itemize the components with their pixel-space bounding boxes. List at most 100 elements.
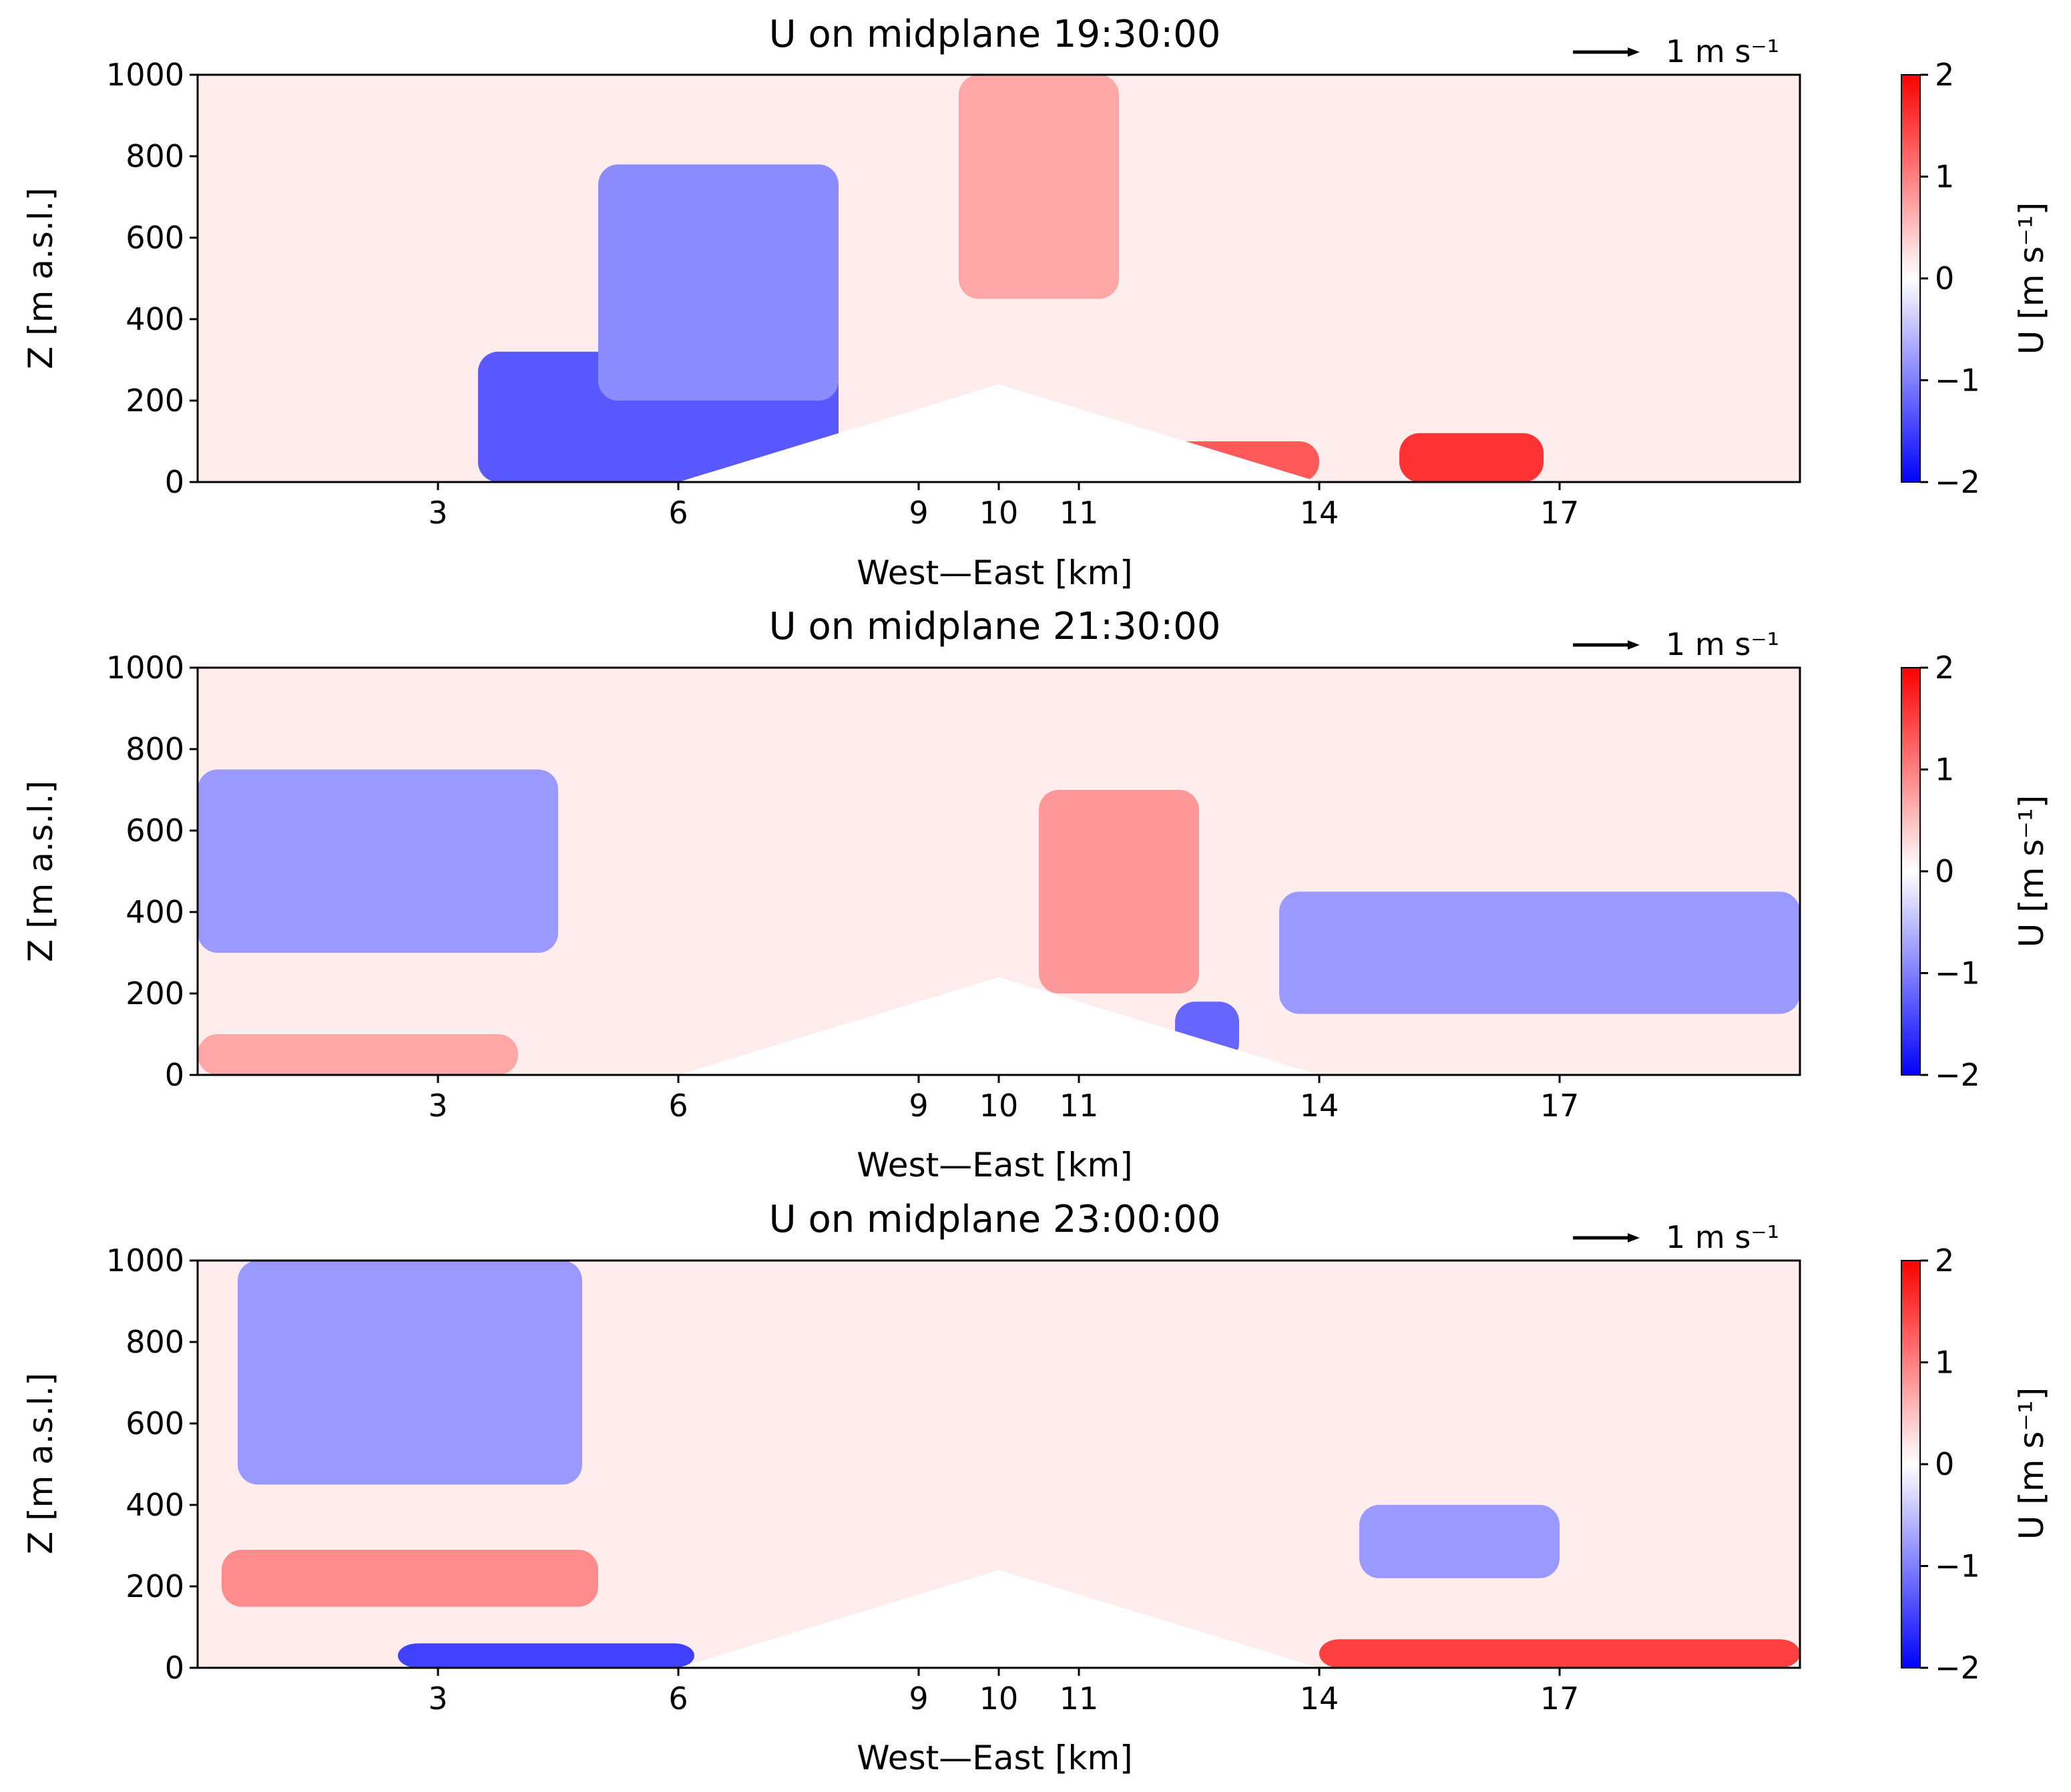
x-tick-label: 6 [668, 495, 688, 531]
quiver-key-arrowhead [1628, 1233, 1640, 1243]
colorbar-tick-label: 2 [1935, 650, 1954, 686]
quiver-key-label: 1 m s⁻¹ [1666, 33, 1779, 69]
x-tick-label: 3 [428, 1088, 447, 1124]
y-tick-label: 1000 [106, 57, 184, 93]
colorbar-tick-label: 1 [1935, 752, 1954, 788]
x-tick-label: 14 [1300, 1681, 1339, 1717]
y-tick-label: 600 [126, 813, 184, 849]
panel-23-00: U on midplane 23:00:00 1 m s⁻¹ 3 6 9 10 11 14… [21, 1198, 2051, 1777]
x-ticks: 3 6 9 10 11 14 17 [428, 1075, 1579, 1124]
x-tick-label: 6 [668, 1681, 688, 1717]
x-axis-label: West—East [km] [857, 1739, 1132, 1777]
y-tick-label: 400 [126, 301, 184, 337]
y-ticks: 0 200 400 600 800 1000 [106, 650, 198, 1093]
colorbar-gradient [1901, 1260, 1921, 1668]
field-region [1039, 790, 1199, 993]
y-tick-label: 0 [165, 1057, 184, 1093]
y-ticks: 0 200 400 600 800 1000 [106, 1243, 198, 1686]
y-tick-label: 1000 [106, 650, 184, 686]
y-tick-label: 800 [126, 731, 184, 767]
terrain [678, 384, 1319, 482]
x-axis-label: West—East [km] [857, 553, 1132, 592]
x-tick-label: 17 [1540, 1088, 1580, 1124]
x-tick-label: 9 [909, 1088, 928, 1124]
field-region [1319, 1639, 1800, 1668]
y-axis-label: Z [m a.s.l.] [21, 188, 60, 369]
y-tick-label: 400 [126, 894, 184, 930]
colorbar-tick-label: 2 [1935, 57, 1954, 93]
quiver-key: 1 m s⁻¹ [1573, 626, 1779, 662]
y-axis-label: Z [m a.s.l.] [21, 780, 60, 962]
colorbar-tick-label: −1 [1935, 363, 1980, 399]
colorbar-gradient [1901, 74, 1921, 483]
y-tick-label: 1000 [106, 1243, 184, 1279]
x-tick-label: 11 [1060, 1681, 1099, 1717]
y-tick-label: 0 [165, 464, 184, 500]
y-tick-label: 800 [126, 1324, 184, 1360]
field-region [198, 1034, 518, 1075]
colorbar-tick-label: 2 [1935, 1243, 1954, 1279]
quiver-key: 1 m s⁻¹ [1573, 1219, 1779, 1255]
panel-title: U on midplane 23:00:00 [769, 1198, 1221, 1241]
x-tick-label: 14 [1300, 495, 1339, 531]
field-region [198, 769, 558, 953]
x-tick-label: 10 [979, 1681, 1019, 1717]
terrain [678, 977, 1319, 1075]
x-tick-label: 3 [428, 1681, 447, 1717]
x-tick-label: 14 [1300, 1088, 1339, 1124]
x-tick-label: 11 [1060, 495, 1099, 531]
terrain [678, 1570, 1319, 1668]
quiver-key-label: 1 m s⁻¹ [1666, 1219, 1779, 1255]
colorbar-tick-label: −1 [1935, 955, 1980, 991]
field-region [1359, 1505, 1560, 1578]
quiver-key-arrowhead [1628, 47, 1640, 57]
x-tick-label: 6 [668, 1088, 688, 1124]
panel-title: U on midplane 19:30:00 [769, 13, 1221, 56]
plot-area [196, 1259, 1801, 1669]
field-region [959, 75, 1119, 299]
plot-area [196, 73, 1801, 483]
panel-title: U on midplane 21:30:00 [769, 605, 1221, 648]
y-tick-label: 600 [126, 1405, 184, 1441]
colorbar-tick-label: 1 [1935, 159, 1954, 195]
quiver-key: 1 m s⁻¹ [1573, 33, 1779, 69]
colorbar-tick-label: 0 [1935, 260, 1954, 296]
field-region [398, 1643, 694, 1668]
colorbar-tick-label: 0 [1935, 853, 1954, 889]
x-tick-label: 17 [1540, 495, 1580, 531]
panel-21-30: U on midplane 21:30:00 1 m s⁻¹ 3 6 9 10 11 14… [21, 605, 2051, 1184]
x-axis-label: West—East [km] [857, 1146, 1132, 1184]
field-region [238, 1261, 582, 1485]
colorbar-tick-label: −2 [1935, 464, 1980, 500]
colorbar-label: U [m s⁻¹] [2012, 795, 2051, 948]
y-ticks: 0 200 400 600 800 1000 [106, 57, 198, 500]
y-tick-label: 600 [126, 220, 184, 256]
field-region [1399, 433, 1544, 482]
x-tick-label: 17 [1540, 1681, 1580, 1717]
colorbar-tick-label: −2 [1935, 1650, 1980, 1686]
field-region [222, 1550, 598, 1607]
y-tick-label: 400 [126, 1487, 184, 1523]
colorbar-label: U [m s⁻¹] [2012, 1387, 2051, 1540]
y-tick-label: 0 [165, 1650, 184, 1686]
plot-area [196, 666, 1801, 1076]
x-ticks: 3 6 9 10 11 14 17 [428, 482, 1579, 531]
x-tick-label: 9 [909, 495, 928, 531]
colorbar: −2 −1 0 1 2 [1901, 650, 1980, 1093]
x-tick-label: 9 [909, 1681, 928, 1717]
x-tick-label: 3 [428, 495, 447, 531]
x-ticks: 3 6 9 10 11 14 17 [428, 1668, 1579, 1717]
x-tick-label: 11 [1060, 1088, 1099, 1124]
colorbar: −2 −1 0 1 2 [1901, 57, 1980, 500]
colorbar: −2 −1 0 1 2 [1901, 1243, 1980, 1686]
colorbar-tick-label: −2 [1935, 1057, 1980, 1093]
y-tick-label: 200 [126, 975, 184, 1012]
quiver-key-arrowhead [1628, 640, 1640, 650]
colorbar-gradient [1901, 667, 1921, 1076]
y-tick-label: 200 [126, 1568, 184, 1604]
panel-19-30: U on midplane 19:30:00 1 m s⁻¹ 3 6 9 10 11 14… [21, 13, 2051, 592]
quiver-key-label: 1 m s⁻¹ [1666, 626, 1779, 662]
colorbar-tick-label: 0 [1935, 1446, 1954, 1482]
colorbar-tick-label: 1 [1935, 1345, 1954, 1381]
